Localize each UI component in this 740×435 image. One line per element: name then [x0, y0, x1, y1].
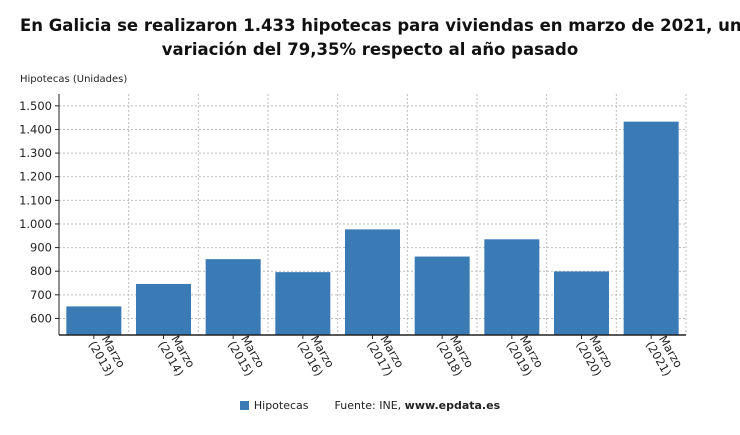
bar-2020[interactable]: [554, 271, 609, 335]
bar-2018[interactable]: [414, 256, 470, 335]
x-tick-label: Marzo(2021): [643, 333, 686, 379]
bar-2021[interactable]: [623, 121, 679, 335]
y-tick-label: 800: [30, 264, 52, 278]
bar-2015[interactable]: [205, 259, 261, 335]
y-tick-label: 700: [30, 288, 52, 302]
x-tick-label: Marzo(2014): [155, 333, 198, 379]
y-tick-label: 1.200: [19, 170, 52, 184]
bar-2013[interactable]: [66, 306, 122, 335]
y-tick-labels: 600 700 800 900 1.000 1.100 1.200 1.300 1.400 1.5…: [19, 99, 59, 325]
y-tick-label: 1.100: [19, 193, 52, 207]
x-tick-label: Marzo(2018): [434, 333, 477, 379]
bars: [66, 121, 679, 335]
bar-2019[interactable]: [484, 239, 540, 335]
bar-2016[interactable]: [275, 272, 331, 335]
y-tick-label: 1.300: [19, 146, 52, 160]
bar-2014[interactable]: [136, 283, 191, 335]
legend-label-hipotecas: Hipotecas: [253, 399, 309, 412]
chart-title: En Galicia se realizaron 1.433 hipotecas…: [20, 14, 740, 62]
legend-swatch-hipotecas: [239, 401, 249, 410]
bar-chart: Hipotecas (Unidades) 600 700 800 900 1.000 1.…: [19, 74, 687, 379]
x-tick-label: Marzo(2017): [364, 333, 407, 379]
y-axis-label: Hipotecas (Unidades): [20, 74, 127, 85]
y-tick-label: 1.400: [19, 122, 52, 136]
x-tick-label: Marzo(2020): [573, 333, 616, 379]
y-tick-label: 1.000: [19, 217, 52, 231]
y-tick-label: 600: [30, 311, 52, 325]
y-tick-label: 900: [30, 241, 52, 255]
y-tick-label: 1.500: [19, 99, 52, 113]
bar-2017[interactable]: [345, 229, 400, 335]
chart-title-line-2: variación del 79,35% respecto al año pas…: [161, 40, 579, 59]
source-link[interactable]: www.epdata.es: [404, 399, 501, 412]
source-prefix: Fuente: INE,: [334, 399, 405, 412]
x-tick-labels: Marzo(2013) Marzo(2014) Marzo(2015) Marzo(2…: [86, 333, 686, 379]
x-tick-label: Marzo(2019): [504, 333, 547, 379]
legend: Hipotecas Fuente: INE, www.epdata.es: [0, 399, 740, 412]
x-tick-label: Marzo(2015): [225, 333, 268, 379]
chart-title-line-1: En Galicia se realizaron 1.433 hipotecas…: [20, 16, 740, 35]
x-tick-label: Marzo(2013): [86, 333, 129, 379]
x-tick-label: Marzo(2016): [295, 333, 338, 379]
